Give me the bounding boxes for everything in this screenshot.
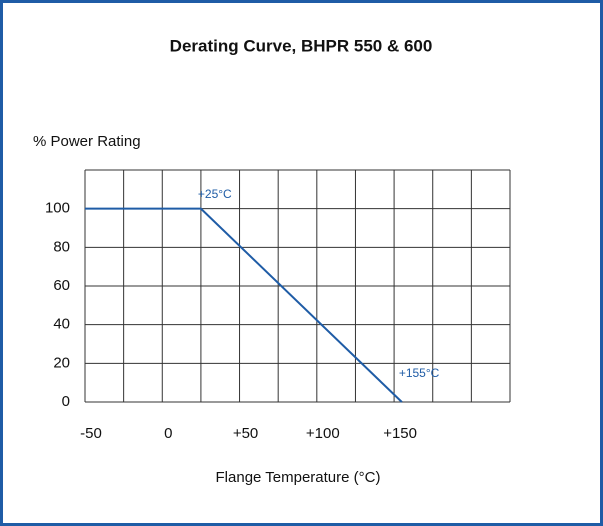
y-tick-label: 60 <box>53 277 70 294</box>
x-tick-label: +50 <box>233 425 258 442</box>
x-tick-label: +100 <box>306 425 340 442</box>
chart-title: Derating Curve, BHPR 550 & 600 <box>170 36 433 55</box>
annotation: +155°C <box>399 366 440 380</box>
x-axis-label: Flange Temperature (°C) <box>216 469 381 486</box>
annotation: +25°C <box>198 187 232 201</box>
y-tick-label: 0 <box>62 393 70 410</box>
y-tick-label: 40 <box>53 316 70 333</box>
x-tick-label: 0 <box>164 425 172 442</box>
x-tick-label: +150 <box>383 425 417 442</box>
line <box>85 207 403 403</box>
y-tick-label: 100 <box>45 200 70 217</box>
y-tick-label: 80 <box>53 238 70 255</box>
x-tick-label: -50 <box>80 425 102 442</box>
y-axis-label: % Power Rating <box>33 133 141 150</box>
y-tick-label: 20 <box>53 354 70 371</box>
